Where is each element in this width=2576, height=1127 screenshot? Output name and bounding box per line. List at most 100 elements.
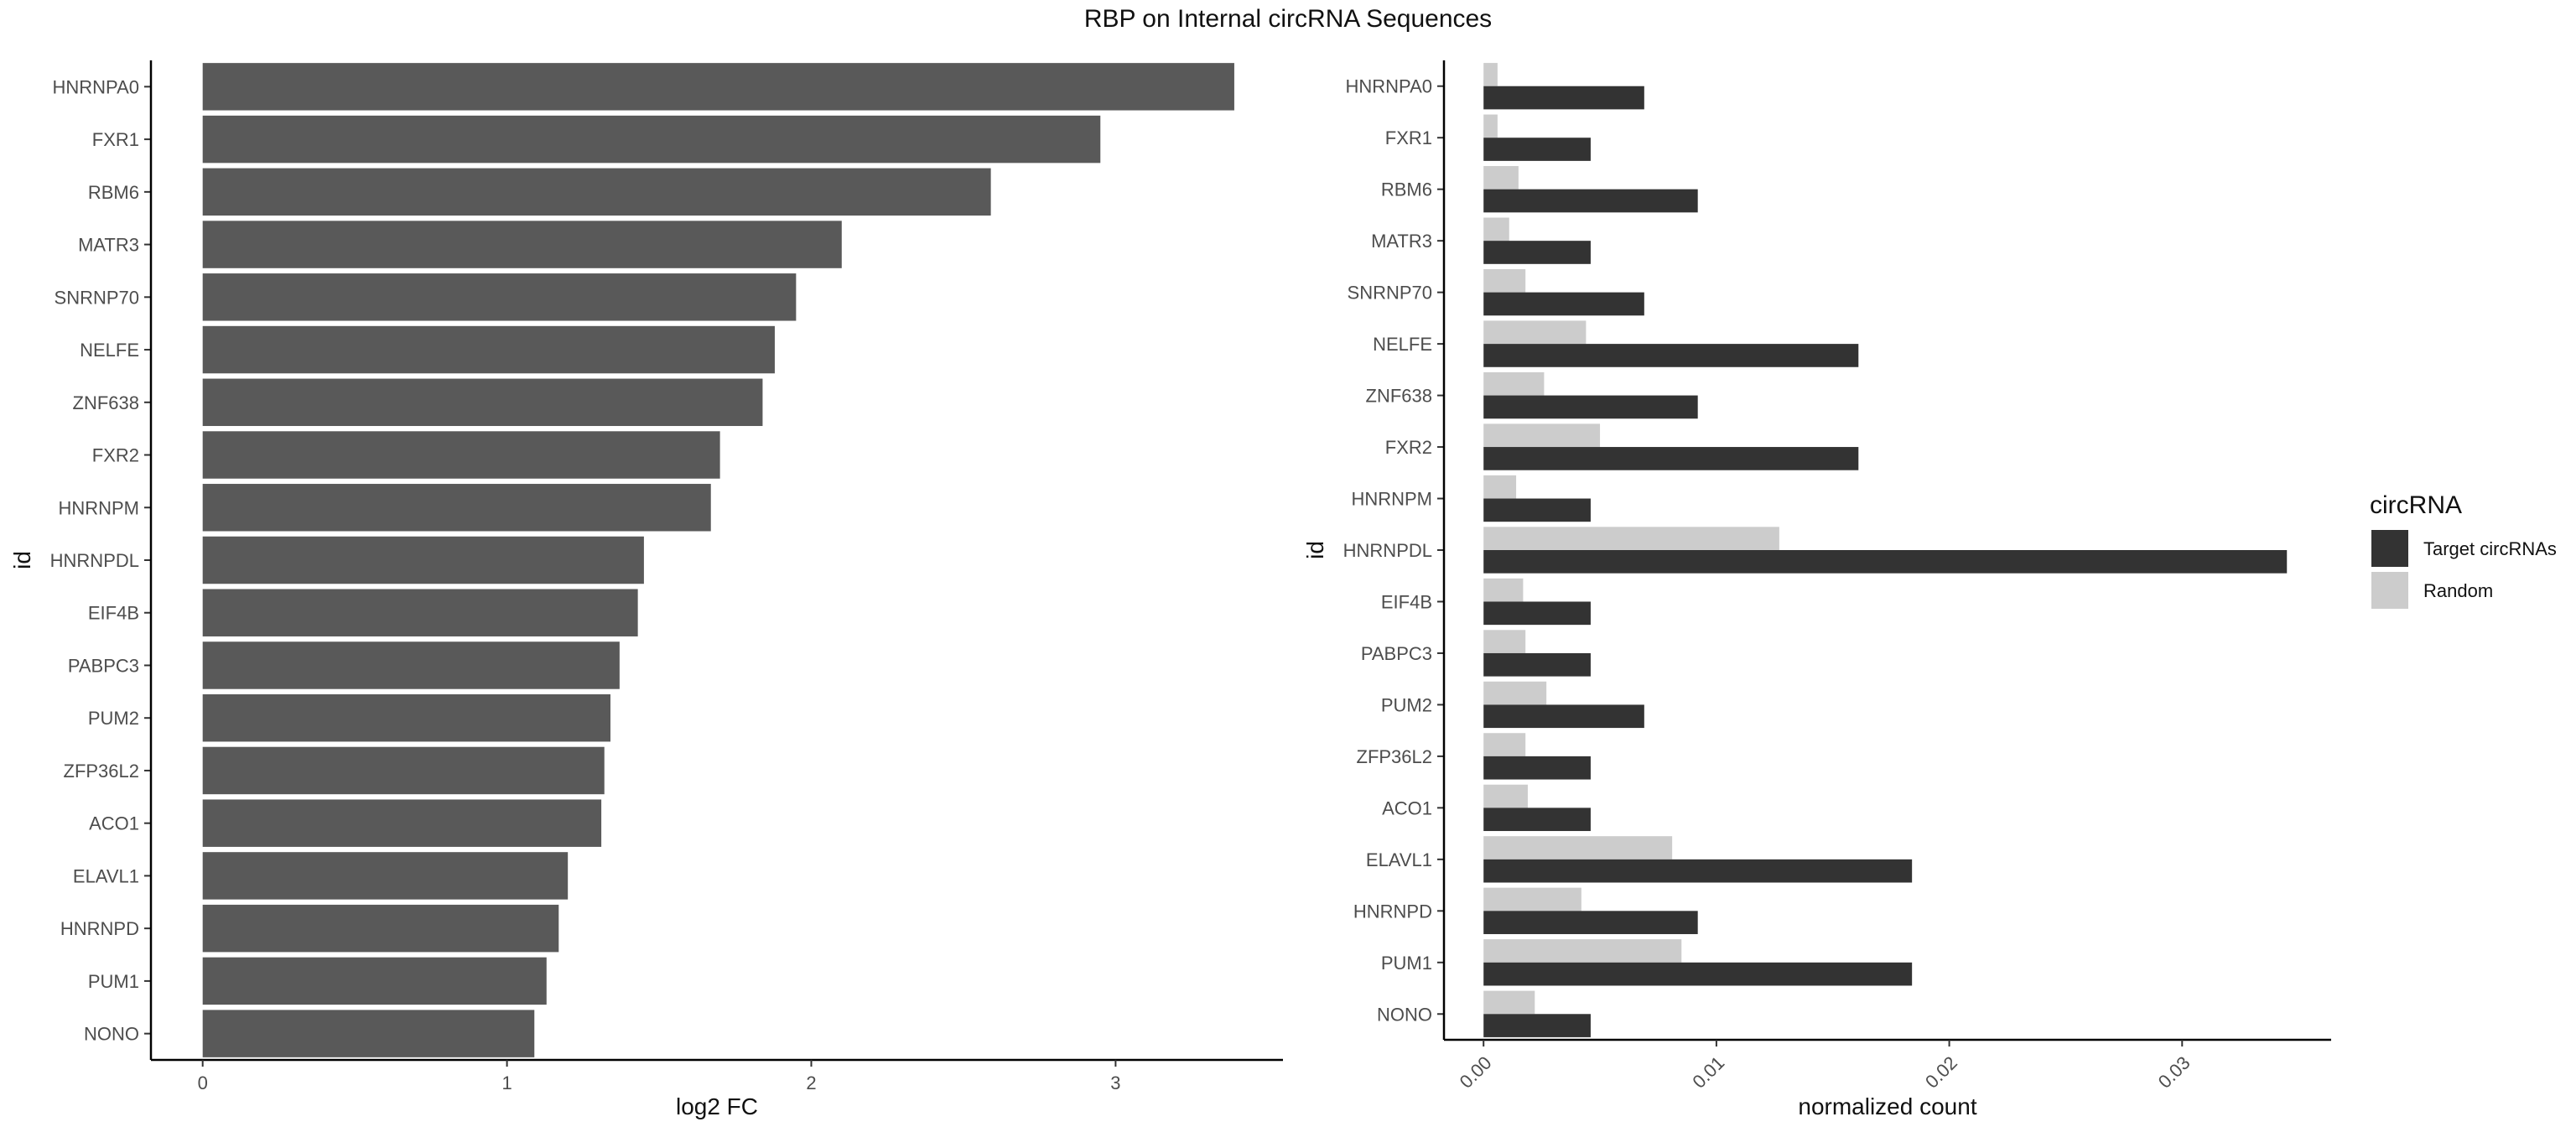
- y-tick-label: SNRNP70: [55, 287, 139, 308]
- bar-snrnp70: [202, 273, 797, 321]
- y-tick-label: PUM2: [88, 708, 139, 729]
- bar-target-matr3: [1483, 241, 1591, 264]
- bar-random-snrnp70: [1483, 268, 1526, 293]
- bar-pabpc3: [202, 641, 620, 689]
- y-axis-title: id: [1302, 541, 1328, 559]
- y-tick-label: RBM6: [88, 182, 139, 203]
- y-tick-label: HNRNPA0: [52, 76, 139, 97]
- x-tick-label: 2: [806, 1072, 816, 1093]
- x-axis-title: normalized count: [1798, 1093, 1976, 1119]
- x-tick-label: 3: [1110, 1072, 1120, 1093]
- y-tick-label: NELFE: [1373, 334, 1432, 355]
- y-tick-label: NONO: [1377, 1004, 1432, 1025]
- bar-random-znf638: [1483, 371, 1545, 396]
- bar-target-fxr2: [1483, 447, 1859, 470]
- y-axis-title: id: [9, 551, 35, 569]
- bar-random-hnrnpm: [1483, 475, 1517, 499]
- y-tick-label: ZFP36L2: [64, 761, 140, 782]
- chart-title: RBP on Internal circRNA Sequences: [1083, 5, 1493, 33]
- x-tick-label: 0.00: [1456, 1052, 1496, 1093]
- y-tick-label: MATR3: [1371, 231, 1432, 252]
- bar-random-hnrnpdl: [1483, 527, 1779, 550]
- y-tick-label: PABPC3: [68, 655, 139, 676]
- bar-target-pum1: [1483, 962, 1913, 986]
- y-tick-label: HNRNPDL: [50, 550, 139, 571]
- legend-key-random: [2371, 572, 2408, 609]
- bar-random-matr3: [1483, 217, 1509, 242]
- bar-target-hnrnpdl: [1483, 550, 2288, 574]
- bar-hnrnpm: [202, 484, 711, 532]
- bar-target-rbm6: [1483, 189, 1698, 213]
- bar-random-hnrnpd: [1483, 887, 1581, 911]
- bar-zfp36l2: [202, 746, 605, 795]
- y-tick-label: FXR2: [1385, 437, 1432, 458]
- bar-target-hnrnpm: [1483, 498, 1591, 522]
- bar-elavl1: [202, 852, 569, 900]
- y-tick-label: FXR1: [92, 129, 139, 150]
- bar-random-pabpc3: [1483, 630, 1526, 653]
- bar-target-hnrnpa0: [1483, 86, 1644, 110]
- bar-fxr2: [202, 431, 720, 479]
- bar-hnrnpdl: [202, 536, 644, 584]
- bar-eif4b: [202, 589, 638, 636]
- x-tick-label: 0.03: [2154, 1052, 2194, 1093]
- y-tick-label: HNRNPM: [58, 497, 139, 518]
- y-tick-label: HNRNPA0: [1345, 76, 1432, 97]
- bar-fxr1: [202, 115, 1101, 164]
- bar-znf638: [202, 378, 763, 427]
- bar-matr3: [202, 221, 842, 268]
- bar-nono: [202, 1010, 535, 1057]
- bar-aco1: [202, 799, 602, 847]
- bar-target-znf638: [1483, 395, 1698, 419]
- x-axis-title: log2 FC: [676, 1093, 758, 1119]
- bar-target-nelfe: [1483, 344, 1859, 367]
- bar-hnrnpa0: [202, 63, 1234, 111]
- legend-label: Random: [2423, 580, 2493, 601]
- x-tick-label: 0.01: [1688, 1052, 1728, 1093]
- bar-random-eif4b: [1483, 578, 1524, 602]
- bar-rbm6: [202, 168, 991, 216]
- y-tick-label: ZNF638: [73, 392, 139, 413]
- legend-key-target-circrnas: [2371, 530, 2408, 567]
- bar-random-rbm6: [1483, 166, 1519, 190]
- bar-random-fxr1: [1483, 114, 1498, 138]
- y-tick-label: HNRNPD: [1353, 901, 1432, 922]
- bar-target-hnrnpd: [1483, 911, 1698, 934]
- y-tick-label: ZNF638: [1366, 386, 1432, 407]
- panel-normalized-count: HNRNPA0 FXR1 RBM6 MATR3 SNRNP70 NELFE ZNF638 FX…: [1302, 60, 2331, 1119]
- bar-target-eif4b: [1483, 601, 1591, 626]
- y-tick-label: ACO1: [89, 813, 139, 834]
- bar-hnrnpd: [202, 904, 559, 953]
- y-tick-label: MATR3: [78, 235, 139, 256]
- y-tick-label: EIF4B: [1381, 591, 1432, 612]
- y-tick-label: NONO: [84, 1024, 139, 1045]
- y-tick-label: PUM2: [1381, 694, 1432, 715]
- y-tick-label: HNRNPM: [1351, 489, 1432, 510]
- x-tick-label: 1: [501, 1072, 512, 1093]
- bar-target-fxr1: [1483, 138, 1591, 161]
- y-tick-label: ZFP36L2: [1357, 746, 1433, 767]
- bar-pum2: [202, 693, 610, 742]
- bar-target-zfp36l2: [1483, 756, 1591, 780]
- bar-target-nono: [1483, 1014, 1591, 1037]
- bar-random-zfp36l2: [1483, 733, 1526, 756]
- y-tick-label: PUM1: [1381, 953, 1432, 974]
- y-tick-label: RBM6: [1381, 179, 1432, 200]
- y-tick-label: FXR2: [92, 445, 139, 466]
- y-tick-label: HNRNPDL: [1343, 540, 1432, 561]
- legend: circRNA Target circRNAs Random: [2370, 491, 2557, 609]
- y-tick-label: FXR1: [1385, 127, 1432, 148]
- panel-log2fc: HNRNPA0 FXR1 RBM6 MATR3 SNRNP70 NELFE ZNF638 FX…: [9, 60, 1283, 1119]
- bar-random-nono: [1483, 990, 1535, 1015]
- bar-random-hnrnpa0: [1483, 63, 1498, 86]
- y-tick-label: PABPC3: [1361, 643, 1432, 664]
- y-tick-label: NELFE: [80, 340, 139, 361]
- bar-pum1: [202, 957, 547, 1005]
- y-tick-label: ELAVL1: [73, 865, 139, 886]
- y-tick-label: SNRNP70: [1348, 283, 1432, 304]
- bar-random-pum1: [1483, 939, 1682, 963]
- bar-random-nelfe: [1483, 320, 1587, 345]
- bar-random-fxr2: [1483, 423, 1601, 448]
- y-tick-label: HNRNPD: [60, 918, 139, 939]
